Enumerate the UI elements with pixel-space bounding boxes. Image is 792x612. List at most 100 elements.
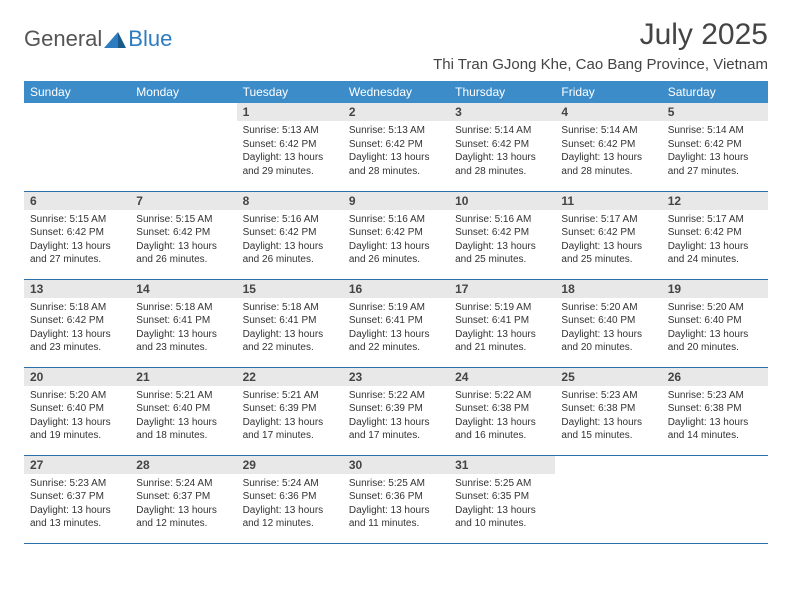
sunrise-text: Sunrise: 5:20 AM: [30, 389, 126, 403]
calendar-cell: [662, 455, 768, 543]
calendar-row: 13 Sunrise: 5:18 AM Sunset: 6:42 PMDayligh…: [24, 279, 768, 367]
sunrise-text: Sunrise: 5:25 AM: [455, 477, 551, 491]
sunrise-text: Sunrise: 5:14 AM: [455, 124, 551, 138]
calendar-cell: 11Sunrise: 5:17 AMSunset: 6:42 PMDayligh…: [555, 191, 661, 279]
day-number: 11: [555, 192, 661, 210]
sunrise-text: Sunrise: 5:14 AM: [668, 124, 764, 138]
day-number: 3: [449, 103, 555, 121]
sunset-text: Sunset: 6:40 PM: [561, 314, 657, 328]
daylight-text: Daylight: 13 hours and 12 minutes.: [243, 504, 339, 531]
day-number: 18: [555, 280, 661, 298]
daylight-text: Daylight: 13 hours and 26 minutes.: [349, 240, 445, 267]
sunrise-text: Sunrise: 5:20 AM: [561, 301, 657, 315]
sunset-text: Sunset: 6:40 PM: [668, 314, 764, 328]
sunset-text: Sunset: 6:38 PM: [455, 402, 551, 416]
sunrise-text: Sunrise: 5:18 AM: [243, 301, 339, 315]
calendar-cell: 9Sunrise: 5:16 AMSunset: 6:42 PMDaylight…: [343, 191, 449, 279]
calendar-cell: 4Sunrise: 5:14 AMSunset: 6:42 PMDaylight…: [555, 103, 661, 191]
sunrise-text: Sunrise: 5:14 AM: [561, 124, 657, 138]
calendar-cell: 23Sunrise: 5:22 AMSunset: 6:39 PMDayligh…: [343, 367, 449, 455]
calendar-cell: 17Sunrise: 5:19 AMSunset: 6:41 PMDayligh…: [449, 279, 555, 367]
sunrise-text: Sunrise: 5:21 AM: [243, 389, 339, 403]
sunset-text: Sunset: 6:42 PM: [243, 226, 339, 240]
sunset-text: Sunset: 6:38 PM: [561, 402, 657, 416]
daylight-text: Daylight: 13 hours and 17 minutes.: [349, 416, 445, 443]
daylight-text: Daylight: 13 hours and 14 minutes.: [668, 416, 764, 443]
daylight-text: Daylight: 13 hours and 18 minutes.: [136, 416, 232, 443]
logo-text-blue: Blue: [128, 26, 172, 52]
sunset-text: Sunset: 6:41 PM: [243, 314, 339, 328]
day-number: 19: [662, 280, 768, 298]
day-body: Sunrise: 5:16 AMSunset: 6:42 PMDaylight:…: [343, 210, 449, 270]
weekday-header: Wednesday: [343, 81, 449, 103]
day-body: Sunrise: 5:25 AMSunset: 6:35 PMDaylight:…: [449, 474, 555, 534]
weekday-header: Tuesday: [237, 81, 343, 103]
daylight-text: Daylight: 13 hours and 29 minutes.: [243, 151, 339, 178]
day-body: Sunrise: 5:18 AMSunset: 6:41 PMDaylight:…: [237, 298, 343, 358]
sunset-text: Sunset: 6:42 PM: [349, 226, 445, 240]
day-number: 16: [343, 280, 449, 298]
title-block: July 2025 Thi Tran GJong Khe, Cao Bang P…: [433, 18, 768, 79]
day-number: 2: [343, 103, 449, 121]
calendar-cell: 21Sunrise: 5:21 AMSunset: 6:40 PMDayligh…: [130, 367, 236, 455]
calendar-cell: 12Sunrise: 5:17 AMSunset: 6:42 PMDayligh…: [662, 191, 768, 279]
day-body: Sunrise: 5:23 AMSunset: 6:37 PMDaylight:…: [24, 474, 130, 534]
calendar-cell: 13Sunrise: 5:18 AMSunset: 6:42 PMDayligh…: [24, 279, 130, 367]
calendar-cell: 5Sunrise: 5:14 AMSunset: 6:42 PMDaylight…: [662, 103, 768, 191]
calendar-row: 27Sunrise: 5:23 AMSunset: 6:37 PMDayligh…: [24, 455, 768, 543]
daylight-text: Daylight: 13 hours and 25 minutes.: [561, 240, 657, 267]
day-body: Sunrise: 5:14 AMSunset: 6:42 PMDaylight:…: [449, 121, 555, 181]
sunset-text: Sunset: 6:42 PM: [561, 226, 657, 240]
day-number: 14: [130, 280, 236, 298]
calendar-cell: 25Sunrise: 5:23 AMSunset: 6:38 PMDayligh…: [555, 367, 661, 455]
daylight-text: Daylight: 13 hours and 23 minutes.: [30, 328, 126, 355]
day-body: Sunrise: 5:22 AMSunset: 6:39 PMDaylight:…: [343, 386, 449, 446]
day-body: Sunrise: 5:17 AMSunset: 6:42 PMDaylight:…: [662, 210, 768, 270]
logo: General Blue: [24, 26, 172, 52]
day-body: Sunrise: 5:16 AMSunset: 6:42 PMDaylight:…: [449, 210, 555, 270]
sunset-text: Sunset: 6:41 PM: [136, 314, 232, 328]
day-body: Sunrise: 5:19 AMSunset: 6:41 PMDaylight:…: [449, 298, 555, 358]
weekday-header: Sunday: [24, 81, 130, 103]
weekday-header: Thursday: [449, 81, 555, 103]
sunrise-text: Sunrise: 5:17 AM: [561, 213, 657, 227]
day-number: 5: [662, 103, 768, 121]
sunrise-text: Sunrise: 5:19 AM: [455, 301, 551, 315]
day-number: 20: [24, 368, 130, 386]
sunrise-text: Sunrise: 5:15 AM: [136, 213, 232, 227]
day-number: 6: [24, 192, 130, 210]
day-number: 25: [555, 368, 661, 386]
sunset-text: Sunset: 6:42 PM: [30, 314, 126, 328]
day-body: Sunrise: 5:20 AMSunset: 6:40 PMDaylight:…: [662, 298, 768, 358]
day-body: Sunrise: 5:17 AMSunset: 6:42 PMDaylight:…: [555, 210, 661, 270]
sunset-text: Sunset: 6:37 PM: [30, 490, 126, 504]
day-number: 31: [449, 456, 555, 474]
day-body: Sunrise: 5:24 AMSunset: 6:37 PMDaylight:…: [130, 474, 236, 534]
day-body: Sunrise: 5:24 AMSunset: 6:36 PMDaylight:…: [237, 474, 343, 534]
sunrise-text: Sunrise: 5:13 AM: [243, 124, 339, 138]
calendar-cell: 31Sunrise: 5:25 AMSunset: 6:35 PMDayligh…: [449, 455, 555, 543]
calendar-cell: 20Sunrise: 5:20 AMSunset: 6:40 PMDayligh…: [24, 367, 130, 455]
daylight-text: Daylight: 13 hours and 16 minutes.: [455, 416, 551, 443]
day-number: 22: [237, 368, 343, 386]
sunset-text: Sunset: 6:42 PM: [668, 138, 764, 152]
sunrise-text: Sunrise: 5:21 AM: [136, 389, 232, 403]
calendar-cell: 6Sunrise: 5:15 AMSunset: 6:42 PMDaylight…: [24, 191, 130, 279]
calendar-cell: 30Sunrise: 5:25 AMSunset: 6:36 PMDayligh…: [343, 455, 449, 543]
day-number: 7: [130, 192, 236, 210]
day-number: 13: [24, 280, 130, 298]
day-body: Sunrise: 5:19 AMSunset: 6:41 PMDaylight:…: [343, 298, 449, 358]
sunset-text: Sunset: 6:37 PM: [136, 490, 232, 504]
calendar-cell: 27Sunrise: 5:23 AMSunset: 6:37 PMDayligh…: [24, 455, 130, 543]
calendar-cell: 26Sunrise: 5:23 AMSunset: 6:38 PMDayligh…: [662, 367, 768, 455]
day-number: 12: [662, 192, 768, 210]
location: Thi Tran GJong Khe, Cao Bang Province, V…: [433, 56, 768, 73]
sunset-text: Sunset: 6:40 PM: [136, 402, 232, 416]
sunset-text: Sunset: 6:42 PM: [30, 226, 126, 240]
sunset-text: Sunset: 6:42 PM: [136, 226, 232, 240]
calendar-cell: 15Sunrise: 5:18 AMSunset: 6:41 PMDayligh…: [237, 279, 343, 367]
sunrise-text: Sunrise: 5:24 AM: [243, 477, 339, 491]
day-body: Sunrise: 5:18 AMSunset: 6:41 PMDaylight:…: [130, 298, 236, 358]
calendar-cell: 18Sunrise: 5:20 AMSunset: 6:40 PMDayligh…: [555, 279, 661, 367]
sunset-text: Sunset: 6:36 PM: [243, 490, 339, 504]
